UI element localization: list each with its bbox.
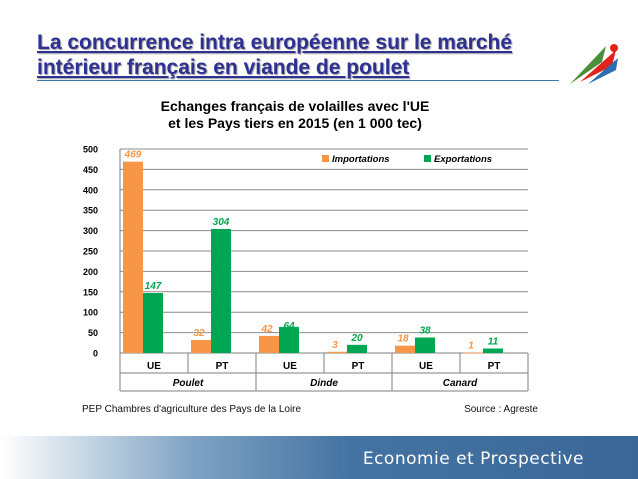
data-label: 147: [145, 281, 162, 292]
data-label: 469: [124, 150, 142, 161]
data-label: 32: [193, 328, 205, 339]
x-group-label: Dinde: [310, 378, 338, 389]
x-tick-label: UE: [419, 361, 433, 372]
bar-chart: Echanges français de volailles avec l'UE…: [83, 98, 529, 392]
data-label: 304: [213, 217, 230, 228]
bar-exportations: [415, 337, 435, 353]
bar-exportations: [143, 293, 163, 353]
x-tick-label: UE: [283, 361, 297, 372]
x-group-label: Canard: [443, 378, 478, 389]
bar-importations: [395, 345, 415, 353]
bar-importations: [327, 351, 347, 353]
x-tick-label: UE: [147, 361, 161, 372]
x-tick-label: PT: [488, 361, 501, 372]
banner-text: Economie et Prospective: [362, 449, 584, 469]
y-tick-label: 100: [83, 308, 98, 318]
y-tick-label: 400: [83, 185, 98, 195]
y-tick-label: 500: [83, 145, 98, 155]
bar-importations: [463, 352, 483, 354]
data-label: 64: [283, 321, 295, 332]
x-tick-label: PT: [216, 361, 229, 372]
legend-label: Exportations: [434, 154, 492, 165]
y-tick-label: 50: [88, 328, 98, 338]
chart-title-line: et les Pays tiers en 2015 (en 1 000 tec): [168, 115, 422, 131]
data-label: 20: [350, 333, 363, 344]
bar-exportations: [483, 348, 503, 353]
source-left: PEP Chambres d'agriculture des Pays de l…: [82, 404, 302, 415]
y-tick-label: 250: [83, 247, 98, 257]
bar-importations: [191, 339, 211, 353]
y-tick-label: 450: [83, 165, 98, 175]
data-label: 42: [260, 324, 273, 335]
chambres-agriculture-logo-icon: [570, 44, 618, 84]
slide-title: La concurrence intra européenne sur le m…: [37, 31, 513, 79]
y-tick-label: 200: [83, 267, 98, 277]
data-label: 3: [332, 340, 338, 351]
source-right: Source : Agreste: [464, 404, 538, 415]
legend-swatch: [424, 155, 431, 162]
footer-banner: Economie et Prospective: [0, 436, 638, 479]
title-underline: [37, 80, 559, 81]
y-tick-label: 150: [83, 287, 98, 297]
bar-importations: [259, 335, 279, 353]
legend-label: Importations: [332, 154, 390, 165]
y-tick-label: 300: [83, 226, 98, 236]
bar-exportations: [211, 228, 231, 353]
x-group-label: Poulet: [173, 378, 204, 389]
bar-exportations: [347, 344, 367, 353]
legend-swatch: [322, 155, 329, 162]
bar-exportations: [279, 326, 299, 353]
data-label: 38: [419, 325, 431, 336]
y-tick-label: 0: [93, 349, 98, 359]
data-label: 1: [468, 341, 474, 352]
data-label: 11: [488, 337, 499, 348]
data-label: 18: [397, 334, 409, 345]
chart-title-line: Echanges français de volailles avec l'UE: [161, 98, 430, 114]
bar-importations: [123, 161, 143, 353]
x-tick-label: PT: [352, 361, 365, 372]
y-tick-label: 350: [83, 206, 98, 216]
